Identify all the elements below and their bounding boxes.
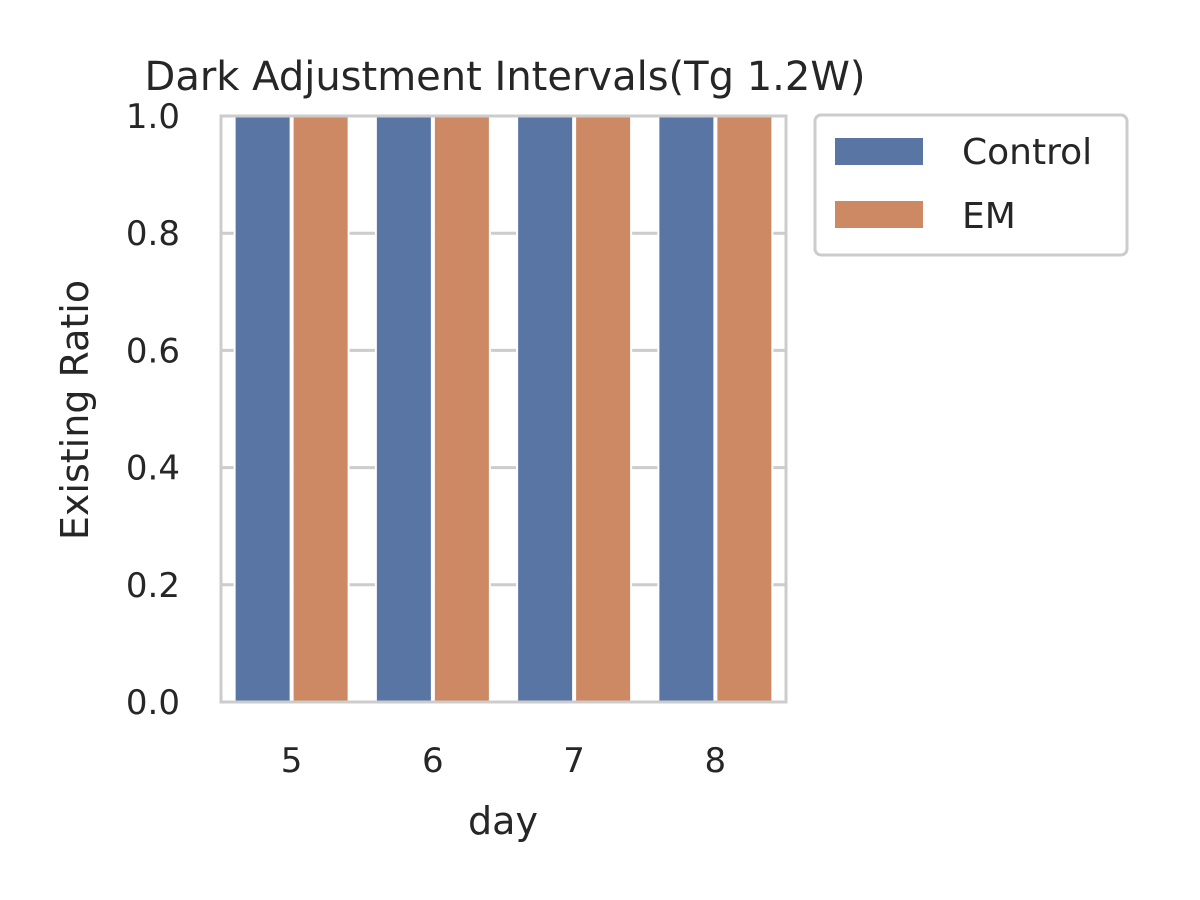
y-tick-label: 0.2 bbox=[126, 566, 180, 606]
legend-swatch-control bbox=[835, 138, 923, 165]
y-tick-label: 0.4 bbox=[126, 449, 180, 489]
bars bbox=[233, 115, 774, 703]
y-tick-labels: 0.0 0.2 0.4 0.6 0.8 1.0 bbox=[126, 97, 180, 723]
y-tick-label: 0.8 bbox=[126, 214, 180, 254]
bar-control-day-5 bbox=[233, 115, 292, 703]
legend-label-em: EM bbox=[962, 196, 1016, 237]
bar-em-day-6 bbox=[432, 115, 491, 703]
legend-swatch-em bbox=[835, 201, 923, 228]
legend-label-control: Control bbox=[962, 132, 1092, 173]
plot-frame bbox=[219, 114, 788, 704]
x-tick-label: 8 bbox=[705, 741, 727, 781]
y-tick-label: 1.0 bbox=[126, 97, 180, 137]
bar-control-day-8 bbox=[657, 115, 716, 703]
y-tick-label: 0.0 bbox=[126, 683, 180, 723]
y-axis-label: Existing Ratio bbox=[53, 280, 97, 540]
bar-em-day-5 bbox=[291, 115, 350, 703]
bar-em-day-8 bbox=[715, 115, 774, 703]
bar-control-day-6 bbox=[374, 115, 433, 703]
chart-title: Dark Adjustment Intervals(Tg 1.2W) bbox=[145, 54, 866, 100]
bar-control-day-7 bbox=[516, 115, 575, 703]
y-tick-label: 0.6 bbox=[126, 331, 180, 371]
legend: Control EM bbox=[813, 113, 1129, 257]
bar-em-day-7 bbox=[574, 115, 633, 703]
x-tick-labels: 5 6 7 8 bbox=[281, 741, 726, 781]
x-axis-label: day bbox=[468, 799, 538, 843]
x-tick-label: 5 bbox=[281, 741, 303, 781]
x-tick-label: 6 bbox=[422, 741, 444, 781]
x-tick-label: 7 bbox=[563, 741, 585, 781]
